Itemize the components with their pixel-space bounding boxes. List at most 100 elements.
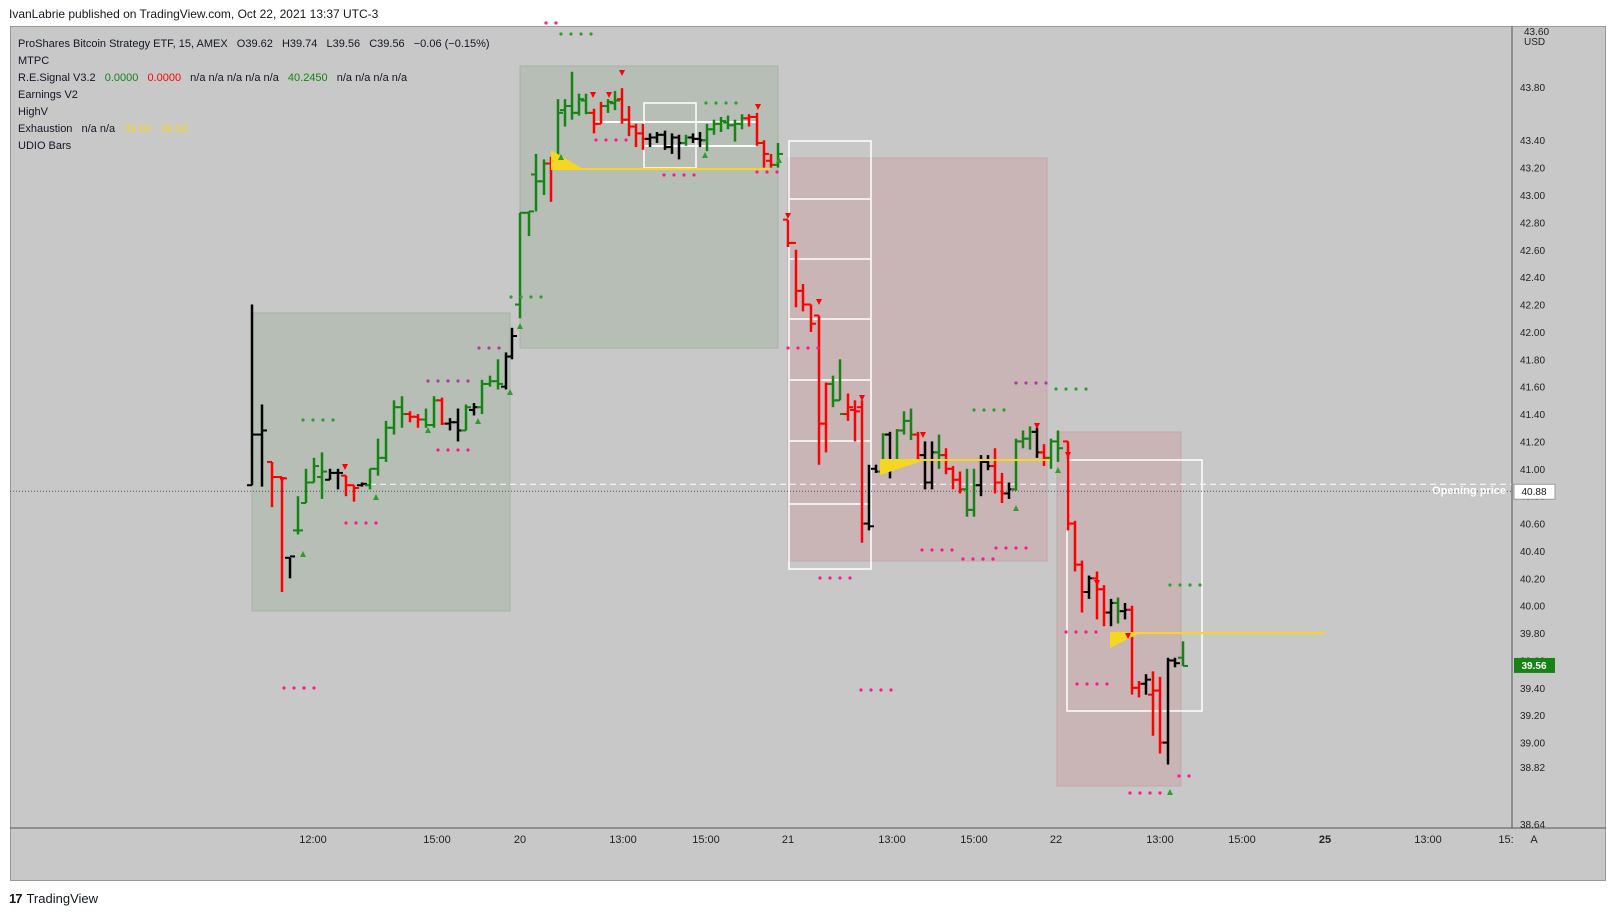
pink-dots (456, 448, 460, 452)
legend-exhaustion[interactable]: Exhaustion n/a n/a 39.92 39.92 (18, 121, 490, 138)
buy-signal-icon (373, 494, 379, 500)
indicator-legend: ProShares Bitcoin Strategy ETF, 15, AMEX… (18, 36, 490, 155)
pink-dots (859, 688, 863, 692)
sell-signal-icon (1065, 452, 1071, 458)
pink-dots (1105, 682, 1109, 686)
purple-dots (487, 346, 491, 350)
ohlc-bar (317, 452, 327, 499)
sell-signal-icon (1034, 423, 1040, 429)
pink-dots (765, 170, 769, 174)
sell-signal-icon (279, 477, 285, 483)
sell-signal-icon (859, 395, 865, 401)
pink-dots (302, 686, 306, 690)
green-dots (982, 408, 986, 412)
green-dots (311, 418, 315, 422)
pink-dots (1148, 791, 1152, 795)
ohlc-bar (357, 482, 367, 487)
ohlc-bar (493, 359, 503, 390)
pink-dots (292, 686, 296, 690)
purple-dots (446, 379, 450, 383)
pink-dots (1084, 630, 1088, 634)
ohlc-open: O39.62 (236, 38, 273, 50)
time-tick: 15:00 (423, 834, 451, 846)
green-dots (519, 295, 523, 299)
sell-signal-icon (755, 104, 761, 110)
green-dots (321, 418, 325, 422)
green-dots (704, 101, 708, 105)
pink-dots (1074, 630, 1078, 634)
pink-dots (604, 138, 608, 142)
ohlc-bar (574, 93, 584, 116)
green-dots (972, 408, 976, 412)
time-tick: 12:00 (299, 834, 327, 846)
pink-dots (786, 346, 790, 350)
pink-dots (848, 576, 852, 580)
price-tick: 41.80 (1520, 355, 1545, 366)
exhaustion-wedge-2 (880, 460, 925, 475)
pink-dots (816, 346, 820, 350)
purple-dots (436, 379, 440, 383)
legend-earnings[interactable]: Earnings V2 (18, 89, 78, 101)
time-axis: 12:00 15:00 20 13:00 15:00 21 13:00 15:00 22 13:0… (299, 834, 1538, 846)
buy-signal-icon (702, 152, 708, 158)
price-tick: 39.40 (1520, 684, 1545, 695)
time-tick: 15: (1498, 834, 1513, 846)
pink-dots (796, 346, 800, 350)
pink-dots (755, 170, 759, 174)
legend-symbol-row[interactable]: ProShares Bitcoin Strategy ETF, 15, AMEX… (18, 36, 490, 53)
ohlc-bar (309, 457, 319, 484)
resignal-na: n/a n/a n/a n/a n/a (190, 72, 279, 84)
pink-dots (1064, 630, 1068, 634)
sell-signal-icon (1125, 633, 1131, 639)
time-tick: 13:00 (1146, 834, 1174, 846)
legend-resignal[interactable]: R.E.Signal V3.2 0.0000 0.0000 n/a n/a n/… (18, 70, 490, 87)
time-tick: 13:00 (1414, 834, 1442, 846)
axis-bottom-partial: 38.64 (1520, 820, 1545, 831)
range-box-3 (1066, 459, 1203, 712)
ohlc-bar (603, 99, 613, 113)
ohlc-bars (247, 71, 1188, 765)
green-dots (1054, 387, 1058, 391)
pink-dots (1095, 682, 1099, 686)
green-dots (1188, 583, 1192, 587)
purple-dots (1024, 381, 1028, 385)
green-dots (569, 32, 573, 36)
ohlc-low: L39.56 (326, 38, 361, 50)
green-dots (301, 418, 305, 422)
pink-dots (554, 21, 558, 25)
last-price-badge (1514, 657, 1555, 673)
buy-signal-icon (1055, 467, 1061, 473)
buy-signal-icon (475, 418, 481, 424)
pink-dots (624, 138, 628, 142)
pink-dots (920, 548, 924, 552)
tradingview-brand[interactable]: 17 TradingView (9, 891, 98, 906)
exhaustion-wedge-1 (551, 150, 585, 170)
legend-udio[interactable]: UDIO Bars (18, 140, 72, 152)
sell-signal-icon (1094, 580, 1100, 586)
purple-dots (497, 346, 501, 350)
price-tick: 39.80 (1520, 629, 1545, 640)
published-header: IvanLabrie published on TradingView.com,… (9, 7, 379, 21)
ohlc-bar (610, 90, 620, 111)
legend-mtpc[interactable]: MTPC (18, 55, 50, 67)
ohlc-bar (461, 404, 471, 432)
pink-dots (466, 448, 470, 452)
resignal-value-3: 40.2450 (287, 72, 328, 84)
time-tick: 25 (1319, 834, 1331, 846)
price-tick: 43.80 (1520, 83, 1545, 94)
legend-highv[interactable]: HighV (18, 106, 48, 118)
pink-dots (436, 448, 440, 452)
ohlc-bar (773, 142, 783, 168)
ohlc-bar (333, 468, 343, 490)
ohlc-bar (716, 116, 726, 133)
ohlc-bar (349, 484, 359, 502)
green-dots (992, 408, 996, 412)
opening-price-badge (1513, 483, 1556, 500)
pink-dots (981, 557, 985, 561)
green-dots (579, 32, 583, 36)
ohlc-bar (1178, 641, 1188, 667)
price-tick: 38.82 (1520, 763, 1545, 774)
price-tick: 42.00 (1520, 328, 1545, 339)
pink-dots (971, 557, 975, 561)
